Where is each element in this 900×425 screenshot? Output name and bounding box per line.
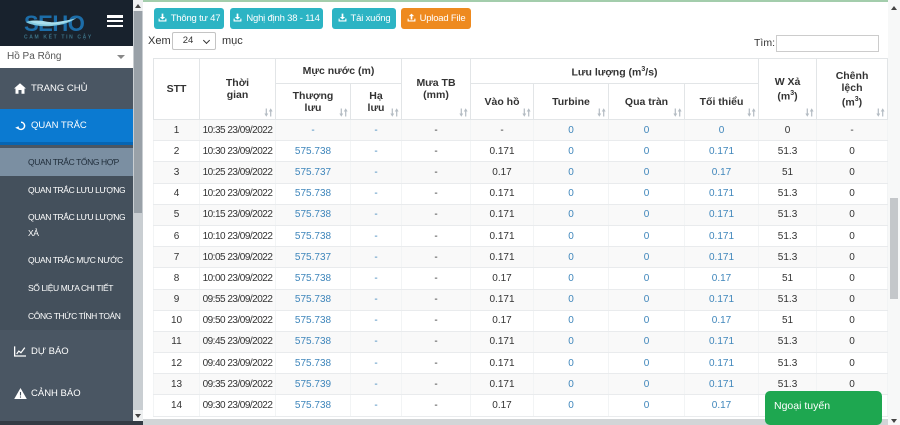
svg-text:CAM KẾT TIN CẬY: CAM KẾT TIN CẬY	[24, 34, 92, 41]
